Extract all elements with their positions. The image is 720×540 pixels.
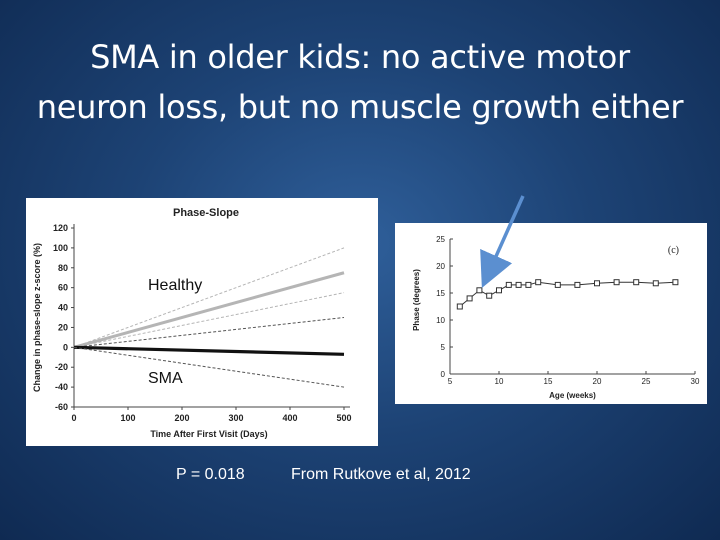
y-tick-label: 25 — [436, 235, 445, 244]
x-axis-label: Time After First Visit (Days) — [150, 429, 267, 439]
phase-slope-chart-panel: Phase-Slope 120 100 80 60 40 20 0 -20 -40 -60 0 100 2… — [26, 198, 378, 446]
data-point-marker — [535, 279, 542, 286]
data-point-marker — [515, 281, 522, 288]
x-tick-label: 0 — [71, 413, 76, 423]
x-tick-label: 400 — [282, 413, 297, 423]
slide-title: SMA in older kids: no active motor neuro… — [0, 32, 720, 132]
y-tick-label: 5 — [441, 343, 446, 352]
y-tick-label: 15 — [436, 289, 445, 298]
y-tick-label: -20 — [55, 362, 68, 372]
data-point-marker — [486, 292, 493, 299]
data-point-marker — [652, 280, 659, 287]
x-tick-label: 15 — [544, 377, 553, 386]
x-tick-label: 200 — [174, 413, 189, 423]
data-point-marker — [633, 279, 640, 286]
y-tick-label: 0 — [63, 342, 68, 352]
y-tick-label: 10 — [436, 316, 445, 325]
x-tick-label: 30 — [691, 377, 700, 386]
data-point-marker — [525, 281, 532, 288]
series-line-black-upper-bound — [73, 317, 345, 348]
y-tick-label: 120 — [53, 223, 68, 233]
series-line-gray-thick-mean — [73, 271, 345, 349]
y-axis-label: Change in phase-slope z-score (%) — [32, 243, 42, 392]
x-tick-label: 10 — [495, 377, 504, 386]
y-axis-label: Phase (degrees) — [412, 269, 421, 331]
citation-text: From Rutkove et al, 2012 — [291, 466, 471, 483]
series-line-black-thick-mean — [73, 345, 345, 356]
data-point-marker — [613, 279, 620, 286]
x-tick-label: 20 — [593, 377, 602, 386]
x-axis-label: Age (weeks) — [549, 391, 596, 400]
data-point-marker — [476, 287, 483, 294]
series-line — [459, 281, 676, 307]
data-point-marker — [466, 295, 473, 302]
x-tick-label: 25 — [642, 377, 651, 386]
y-tick-label: 80 — [58, 263, 68, 273]
series-line-gray-upper-bound — [73, 247, 345, 348]
data-point-marker — [594, 280, 600, 287]
series-line-gray-lower-bound — [73, 292, 345, 348]
title-line-2: neuron loss, but no muscle growth either — [36, 88, 684, 126]
y-tick-label: 100 — [53, 243, 68, 253]
series-line-black-lower-bound — [73, 346, 345, 388]
data-point-marker — [574, 281, 581, 288]
y-tick-label: 20 — [58, 322, 68, 332]
title-line-1: SMA in older kids: no active motor — [90, 38, 630, 76]
sma-label: SMA — [148, 370, 183, 387]
y-tick-label: -40 — [55, 382, 68, 392]
x-tick-label: 300 — [228, 413, 243, 423]
y-tick-label: 0 — [441, 370, 446, 379]
data-point-marker — [672, 279, 679, 286]
p-value-text: P = 0.018 — [176, 466, 245, 483]
data-point-marker — [456, 303, 463, 310]
y-tick-label: 60 — [58, 283, 68, 293]
x-tick-label: 100 — [120, 413, 135, 423]
chart-title: Phase-Slope — [173, 207, 239, 219]
y-tick-label: 40 — [58, 303, 68, 313]
data-point-marker — [554, 281, 561, 288]
healthy-label: Healthy — [148, 277, 203, 294]
y-tick-label: -60 — [55, 402, 68, 412]
y-tick-label: 20 — [436, 262, 445, 271]
x-tick-label: 5 — [448, 377, 453, 386]
x-tick-label: 500 — [336, 413, 351, 423]
arrow-line — [480, 195, 525, 288]
panel-label: (c) — [668, 245, 679, 256]
phase-age-chart-panel: 0 5 10 15 20 25 5 10 15 20 25 30 Age (weeks) Phase (d… — [395, 223, 707, 404]
